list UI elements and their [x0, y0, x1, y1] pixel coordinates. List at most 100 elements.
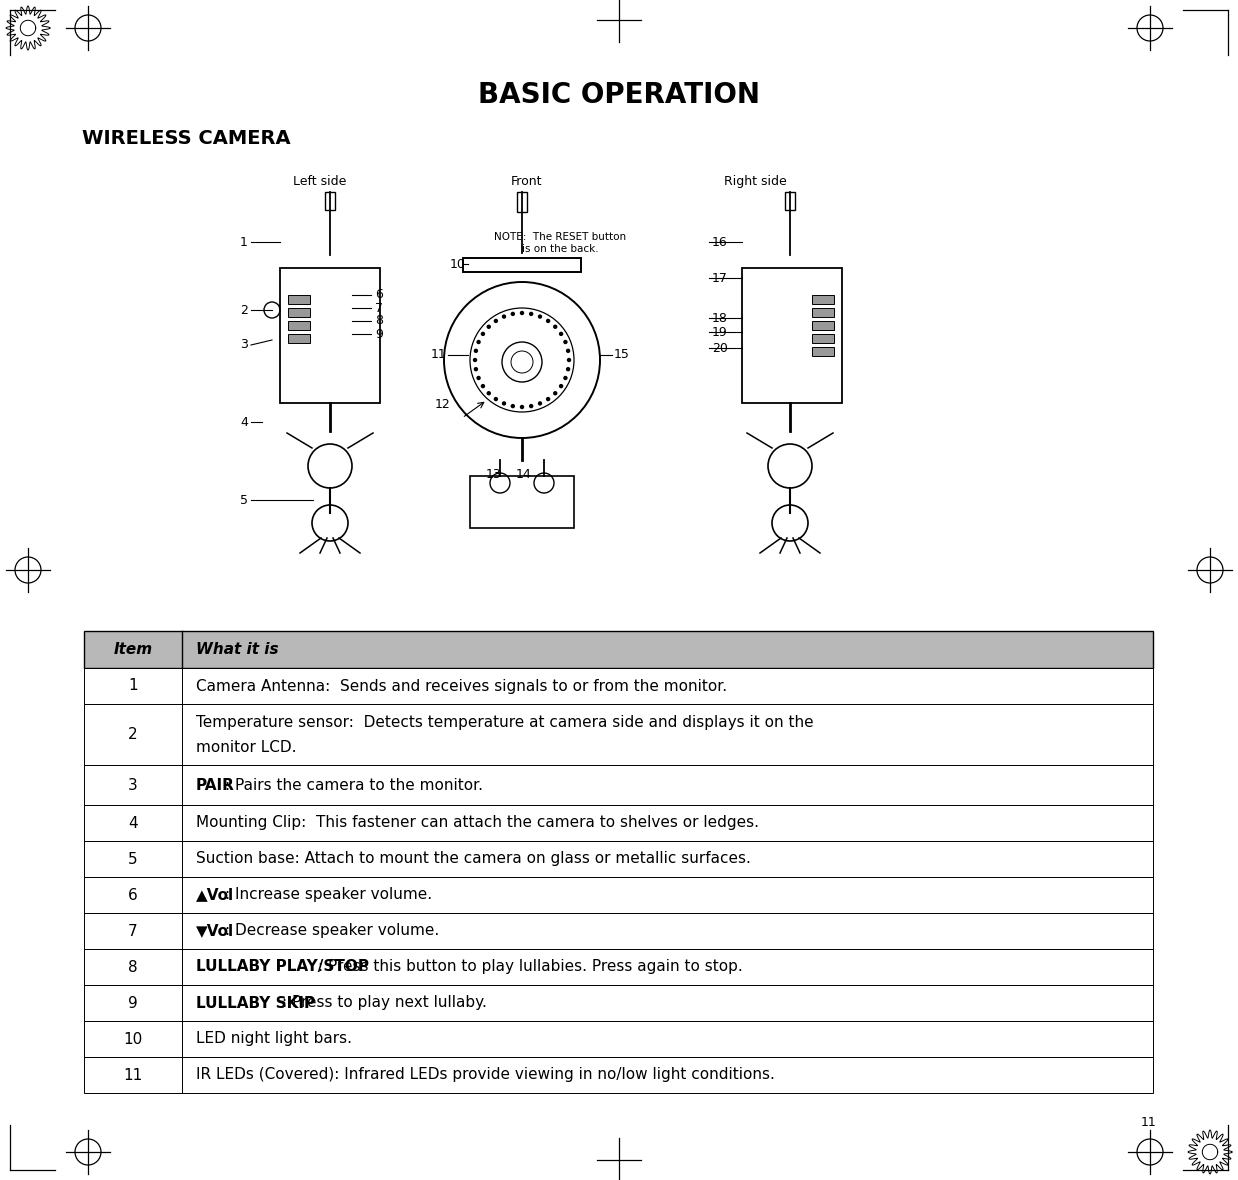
Text: 11: 11: [1140, 1115, 1156, 1128]
Bar: [84, 668, 1153, 704]
Circle shape: [563, 375, 567, 380]
Text: ▲Vol: ▲Vol: [196, 887, 234, 903]
Bar: [84, 841, 1153, 877]
Text: : Increase speaker volume.: : Increase speaker volume.: [225, 887, 432, 903]
Bar: [812, 321, 834, 330]
Circle shape: [501, 314, 506, 319]
Text: 2: 2: [129, 727, 137, 742]
Text: LULLABY SKIP: LULLABY SKIP: [196, 996, 316, 1010]
Text: 14: 14: [516, 468, 532, 481]
Bar: [742, 268, 842, 404]
Text: 13: 13: [487, 468, 501, 481]
Circle shape: [558, 332, 563, 336]
Bar: [280, 268, 380, 404]
Circle shape: [553, 391, 557, 395]
Bar: [84, 985, 1153, 1021]
Text: : Pairs the camera to the monitor.: : Pairs the camera to the monitor.: [225, 778, 483, 793]
Text: 6: 6: [375, 288, 383, 302]
Bar: [84, 704, 1153, 765]
Text: 18: 18: [712, 312, 728, 325]
Bar: [84, 765, 1153, 805]
Text: 12: 12: [435, 399, 449, 412]
Bar: [84, 913, 1153, 949]
Bar: [84, 1021, 1153, 1057]
Text: : Press this button to play lullabies. Press again to stop.: : Press this button to play lullabies. P…: [318, 959, 743, 975]
Text: 1: 1: [129, 678, 137, 694]
Text: BASIC OPERATION: BASIC OPERATION: [478, 81, 760, 109]
Text: 11: 11: [431, 348, 446, 361]
Circle shape: [487, 391, 491, 395]
Circle shape: [537, 314, 542, 319]
Text: 7: 7: [375, 302, 383, 315]
Circle shape: [546, 396, 551, 401]
Bar: [288, 321, 310, 330]
Circle shape: [520, 310, 524, 315]
Circle shape: [566, 367, 571, 372]
Text: Temperature sensor:  Detects temperature at camera side and displays it on the: Temperature sensor: Detects temperature …: [196, 715, 813, 729]
Bar: [84, 631, 1153, 668]
Bar: [517, 192, 527, 212]
Circle shape: [537, 401, 542, 406]
Text: IR LEDs (Covered): Infrared LEDs provide viewing in no/low light conditions.: IR LEDs (Covered): Infrared LEDs provide…: [196, 1068, 775, 1082]
Text: 4: 4: [240, 415, 248, 428]
Text: 16: 16: [712, 236, 728, 249]
Text: 9: 9: [128, 996, 137, 1010]
Circle shape: [529, 312, 534, 316]
Text: 17: 17: [712, 271, 728, 284]
Circle shape: [487, 324, 491, 329]
Text: Suction base: Attach to mount the camera on glass or metallic surfaces.: Suction base: Attach to mount the camera…: [196, 852, 751, 866]
Bar: [84, 877, 1153, 913]
Text: 4: 4: [129, 815, 137, 831]
Bar: [326, 192, 335, 210]
Text: Camera Antenna:  Sends and receives signals to or from the monitor.: Camera Antenna: Sends and receives signa…: [196, 678, 727, 694]
Text: LED night light bars.: LED night light bars.: [196, 1031, 352, 1047]
Bar: [84, 949, 1153, 985]
Bar: [470, 476, 574, 527]
Text: : Press to play next lullaby.: : Press to play next lullaby.: [282, 996, 488, 1010]
Circle shape: [480, 332, 485, 336]
Bar: [812, 334, 834, 343]
Text: 8: 8: [129, 959, 137, 975]
Text: WIRELESS CAMERA: WIRELESS CAMERA: [82, 129, 291, 148]
Circle shape: [567, 358, 571, 362]
Bar: [288, 308, 310, 317]
Text: 1: 1: [240, 236, 248, 249]
Circle shape: [553, 324, 557, 329]
Text: 7: 7: [129, 924, 137, 938]
Bar: [463, 258, 581, 273]
Text: 2: 2: [240, 303, 248, 316]
Text: : Decrease speaker volume.: : Decrease speaker volume.: [225, 924, 439, 938]
Text: ▼Vol: ▼Vol: [196, 924, 234, 938]
Text: 5: 5: [129, 852, 137, 866]
Text: Mounting Clip:  This fastener can attach the camera to shelves or ledges.: Mounting Clip: This fastener can attach …: [196, 815, 759, 831]
Text: 10: 10: [124, 1031, 142, 1047]
Circle shape: [546, 319, 551, 323]
Bar: [84, 805, 1153, 841]
Bar: [812, 308, 834, 317]
Circle shape: [474, 348, 478, 353]
Text: Left side: Left side: [293, 175, 347, 188]
Circle shape: [558, 384, 563, 388]
Bar: [84, 1057, 1153, 1093]
Text: 15: 15: [614, 348, 630, 361]
Circle shape: [477, 375, 480, 380]
Bar: [785, 192, 795, 210]
Circle shape: [563, 340, 567, 345]
Text: Item: Item: [114, 642, 152, 657]
Bar: [288, 295, 310, 304]
Text: 6: 6: [128, 887, 137, 903]
Circle shape: [520, 405, 524, 409]
Circle shape: [510, 312, 515, 316]
Text: 5: 5: [240, 493, 248, 506]
Text: Right side: Right side: [724, 175, 786, 188]
Text: 19: 19: [712, 326, 728, 339]
Text: LULLABY PLAY/STOP: LULLABY PLAY/STOP: [196, 959, 369, 975]
Text: 10: 10: [451, 257, 465, 270]
Bar: [812, 295, 834, 304]
Text: 3: 3: [240, 339, 248, 352]
Circle shape: [494, 319, 498, 323]
Text: Front: Front: [511, 175, 542, 188]
Text: What it is: What it is: [196, 642, 279, 657]
Circle shape: [477, 340, 480, 345]
Text: PAIR: PAIR: [196, 778, 235, 793]
